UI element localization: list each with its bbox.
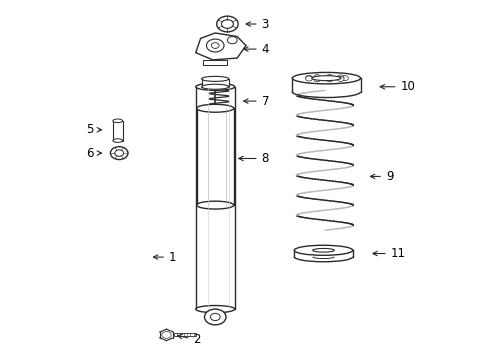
Circle shape [211, 42, 219, 48]
Circle shape [305, 76, 312, 81]
Text: 2: 2 [177, 333, 201, 346]
Ellipse shape [312, 248, 333, 252]
Circle shape [210, 314, 220, 320]
Polygon shape [195, 33, 245, 60]
Ellipse shape [195, 83, 234, 90]
Bar [113, 121, 122, 140]
Bar [294, 250, 352, 257]
Bar [201, 79, 228, 87]
Text: 4: 4 [243, 42, 268, 55]
Ellipse shape [294, 245, 352, 255]
Circle shape [305, 75, 312, 80]
Circle shape [110, 147, 128, 159]
Ellipse shape [292, 72, 360, 84]
Ellipse shape [196, 104, 233, 112]
Circle shape [115, 150, 123, 156]
Text: 7: 7 [243, 95, 268, 108]
Ellipse shape [195, 306, 234, 313]
Bar [292, 78, 360, 92]
Bar [195, 87, 234, 309]
Circle shape [162, 332, 171, 338]
Circle shape [204, 309, 225, 325]
Circle shape [221, 20, 233, 28]
Circle shape [227, 37, 237, 44]
Bar [174, 333, 196, 336]
Circle shape [325, 77, 332, 82]
Text: 9: 9 [370, 170, 393, 183]
Bar [203, 60, 227, 65]
Ellipse shape [113, 119, 122, 123]
Circle shape [337, 76, 344, 81]
Circle shape [313, 77, 320, 82]
Text: 5: 5 [86, 123, 102, 136]
Text: 10: 10 [379, 80, 415, 93]
Text: 8: 8 [238, 152, 268, 165]
Ellipse shape [201, 84, 228, 89]
Ellipse shape [113, 139, 122, 142]
Circle shape [216, 16, 238, 32]
Text: 6: 6 [86, 147, 102, 159]
Circle shape [206, 39, 224, 52]
Circle shape [341, 76, 347, 81]
Text: 3: 3 [245, 18, 268, 31]
Ellipse shape [311, 76, 340, 81]
Ellipse shape [201, 76, 228, 81]
Circle shape [325, 75, 332, 80]
Circle shape [337, 75, 344, 80]
Circle shape [313, 75, 320, 80]
Ellipse shape [196, 201, 233, 209]
Text: 11: 11 [372, 247, 405, 260]
Text: 1: 1 [153, 251, 176, 264]
Bar [196, 108, 233, 205]
